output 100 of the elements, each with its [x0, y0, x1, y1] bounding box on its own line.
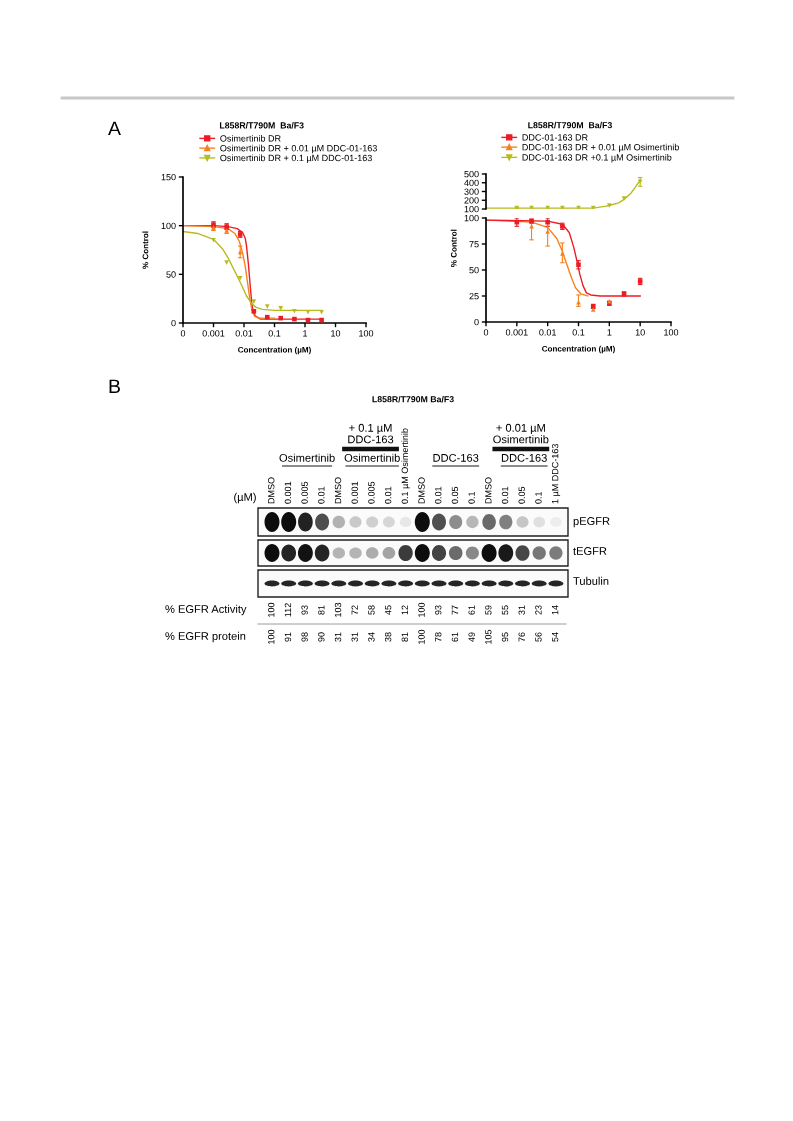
data-label: 58 — [368, 605, 375, 615]
chart-title: L858R/T790M Ba/F3 — [219, 122, 304, 129]
point — [264, 304, 270, 309]
y-tick-label: 50 — [166, 271, 176, 278]
text: + 0.01 µM Osimertinib — [493, 423, 549, 444]
category-label: 0.1 — [535, 491, 542, 504]
y-tick-label: 200 — [464, 197, 479, 204]
y-tick-label: 150 — [161, 173, 176, 181]
text: (µM) — [234, 492, 256, 504]
data-label: 14 — [552, 605, 559, 615]
category-label: 1 µM DDC-163 — [551, 444, 561, 504]
point — [292, 309, 297, 314]
data-label: 95 — [501, 632, 509, 642]
x-axis-title: Concentration (µM) — [542, 345, 615, 354]
text: A — [108, 121, 121, 136]
category-label: 0.05 — [518, 486, 525, 504]
data-label: 38 — [384, 632, 392, 642]
point — [278, 315, 284, 321]
y-axis-title: % Control — [450, 229, 457, 267]
y-tick-label: 0 — [474, 318, 479, 326]
x-tick-label: 10 — [635, 329, 645, 336]
point — [560, 205, 565, 209]
text: DDC-163 — [433, 453, 479, 462]
text: + 0.1 µM DDC-163 — [348, 423, 394, 444]
data-label: 100 — [418, 602, 425, 617]
y-tick-label: 100 — [464, 205, 479, 213]
x-axis-title: Concentration (µM) — [238, 346, 311, 355]
point — [211, 237, 216, 243]
data-label: 93 — [435, 605, 442, 615]
category-label: 0.05 — [451, 486, 459, 504]
data-label: 61 — [451, 632, 459, 642]
chart-title: L858R/T790M Ba/F3 — [528, 121, 612, 129]
point — [237, 249, 243, 255]
point — [237, 275, 243, 281]
point — [264, 314, 270, 320]
category-label: 0.001 — [284, 481, 292, 504]
data-label: 90 — [318, 632, 325, 642]
legend-label: DDC-01-163 DR + 0.01 µM Osimertinib — [522, 143, 679, 153]
data-label: 49 — [468, 632, 475, 642]
data-label: 81 — [318, 605, 325, 615]
y-tick-label: 300 — [464, 188, 479, 195]
data-label: 98 — [301, 632, 308, 642]
data-label: 59 — [485, 605, 492, 615]
point — [560, 251, 565, 256]
y-tick-label: 100 — [464, 214, 479, 222]
text: Osimertinib — [279, 453, 335, 462]
data-label: 45 — [385, 605, 392, 615]
point — [590, 205, 596, 209]
category-label: DMSO — [334, 477, 342, 504]
x-tick-label: 1 — [303, 330, 308, 337]
point — [545, 205, 550, 209]
category-label: DMSO — [418, 477, 425, 504]
x-tick-label: 0.1 — [572, 329, 585, 336]
data-label: 12 — [401, 605, 408, 615]
category-label: DMSO — [485, 477, 492, 504]
data-label: 34 — [368, 632, 375, 642]
data-label: 100 — [268, 629, 275, 644]
data-label: 103 — [334, 602, 342, 617]
text: Osimertinib — [344, 453, 400, 462]
data-label: 112 — [284, 603, 292, 617]
x-tick-label: 0.001 — [505, 329, 528, 336]
data-label: 93 — [301, 605, 308, 615]
data-label: 105 — [485, 629, 492, 644]
data-label: 77 — [451, 605, 459, 615]
text: % EGFR Activity — [165, 604, 247, 616]
text: L858R/T790M Ba/F3 — [372, 395, 454, 403]
legend-label: Osimertinib DR + 0.1 µM DDC-01-163 — [220, 154, 372, 163]
legend-label: Osimertinib DR — [220, 135, 281, 142]
point — [545, 229, 550, 234]
category-label: DMSO — [268, 477, 275, 504]
point — [576, 205, 581, 209]
category-label: 0.01 — [318, 486, 325, 504]
data-label: 91 — [284, 632, 292, 642]
category-label: 0.01 — [384, 486, 392, 504]
category-label: 0.001 — [351, 481, 358, 504]
x-tick-label: 0.01 — [235, 330, 253, 337]
data-label: 23 — [535, 605, 542, 615]
x-tick-label: 100 — [359, 330, 374, 337]
text: B — [109, 379, 120, 394]
legend-label: Osimertinib DR + 0.01 µM DDC-01-163 — [220, 144, 377, 154]
point — [529, 205, 534, 209]
y-tick-label: 25 — [469, 292, 479, 300]
category-label: 0.005 — [368, 481, 375, 504]
x-tick-label: 0 — [483, 329, 489, 336]
data-label: 76 — [518, 632, 525, 642]
data-label: 54 — [552, 632, 559, 642]
y-tick-label: 50 — [469, 266, 479, 274]
data-label: 31 — [351, 632, 358, 642]
point — [607, 203, 612, 208]
category-label: 0.1 — [468, 491, 475, 504]
text: Tubulin — [573, 576, 609, 585]
point — [278, 306, 284, 311]
point — [529, 224, 534, 229]
data-label: 72 — [351, 605, 358, 615]
y-tick-label: 400 — [464, 179, 479, 187]
point — [224, 260, 229, 265]
point — [292, 316, 297, 322]
x-tick-label: 0 — [180, 330, 186, 337]
data-label: 55 — [501, 605, 509, 615]
data-label: 31 — [518, 605, 525, 615]
